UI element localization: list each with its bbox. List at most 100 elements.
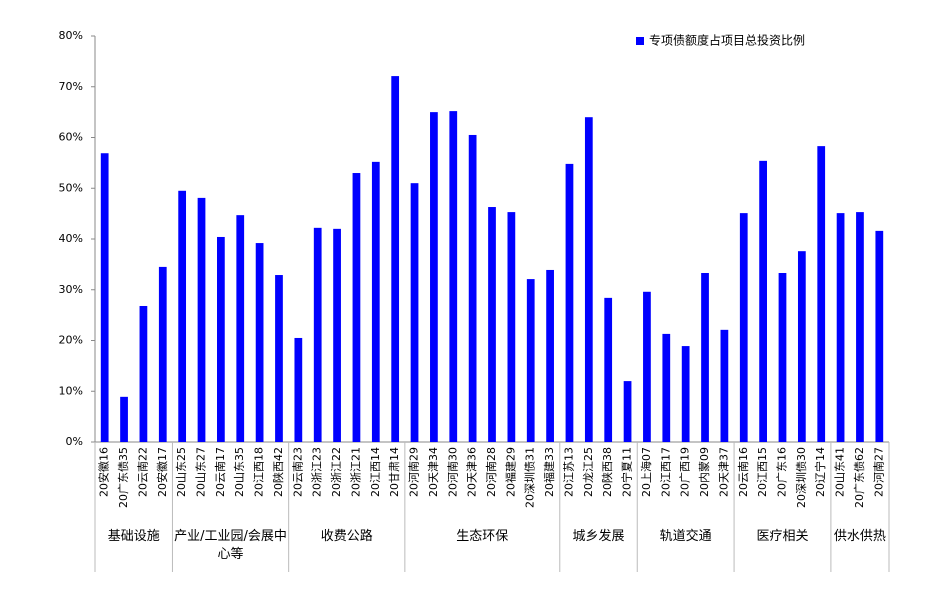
bar xyxy=(875,230,884,442)
bar xyxy=(430,112,438,442)
bar xyxy=(643,291,651,442)
bar xyxy=(333,228,341,442)
legend-swatch xyxy=(636,37,644,45)
bar xyxy=(275,275,283,442)
x-tick-label: 20江西18 xyxy=(253,447,266,497)
x-tick-label: 20福建33 xyxy=(542,447,556,497)
x-tick-label: 20河南29 xyxy=(408,447,421,497)
x-tick-label: 20云南23 xyxy=(291,447,304,497)
legend-label: 专项债额度占项目总投资比例 xyxy=(649,33,805,48)
x-tick-label: 20陕西38 xyxy=(600,447,614,497)
x-tick-label: 20安徽16 xyxy=(97,447,111,497)
x-tick-label: 20山东35 xyxy=(233,447,246,497)
bar xyxy=(720,329,729,442)
x-tick-label: 20云南22 xyxy=(136,447,149,497)
bar xyxy=(681,346,690,442)
x-tick-label: 20广东债62 xyxy=(852,447,866,508)
x-tick-label: 20浙江22 xyxy=(330,447,343,497)
x-tick-label: 20深圳债30 xyxy=(794,447,808,508)
bar xyxy=(197,197,206,442)
x-tick-label: 20内蒙09 xyxy=(697,447,711,497)
x-tick-label: 20天津34 xyxy=(427,447,440,497)
x-tick-label: 20深圳债31 xyxy=(523,447,537,508)
bar xyxy=(255,243,264,442)
x-tick-label: 20浙江23 xyxy=(311,447,324,497)
x-tick-label: 20天津36 xyxy=(466,447,479,497)
bar xyxy=(604,297,613,442)
x-tick-label: 20河南27 xyxy=(872,447,885,497)
bar xyxy=(778,273,787,442)
bar xyxy=(623,381,632,442)
bar xyxy=(139,305,148,442)
group-label: 收费公路 xyxy=(320,529,373,544)
group-label: 轨道交通 xyxy=(659,529,712,544)
x-tick-label: 20天津37 xyxy=(717,447,730,497)
bar xyxy=(120,396,128,442)
x-tick-label: 20河南28 xyxy=(485,447,498,497)
group-label: 供水供热 xyxy=(833,529,886,544)
x-tick-label: 20山东41 xyxy=(834,447,847,497)
x-tick-label: 20上海07 xyxy=(639,447,653,497)
x-tick-label: 20龙江25 xyxy=(582,447,595,497)
bar xyxy=(856,212,864,442)
x-tick-label: 20福建29 xyxy=(503,447,517,497)
bar xyxy=(759,160,767,442)
x-tick-label: 20江西14 xyxy=(369,447,382,497)
bar xyxy=(526,279,535,442)
bar xyxy=(836,213,845,442)
x-tick-label: 20江苏13 xyxy=(562,447,575,497)
x-tick-label: 20广东16 xyxy=(775,447,788,497)
y-tick-label: 80% xyxy=(59,29,83,42)
y-tick-label: 70% xyxy=(59,80,83,93)
x-tick-label: 20云南17 xyxy=(214,447,227,497)
group-label: 基础设施 xyxy=(107,529,160,544)
x-tick-label: 20宁夏11 xyxy=(620,447,634,497)
bar xyxy=(371,161,380,443)
y-tick-label: 10% xyxy=(59,384,83,397)
x-tick-label: 20浙江21 xyxy=(349,447,362,497)
y-tick-label: 30% xyxy=(59,283,83,296)
bar xyxy=(584,117,593,442)
bar xyxy=(217,236,225,442)
x-tick-label: 20广西19 xyxy=(679,447,692,497)
x-tick-label: 20陕西42 xyxy=(271,447,285,497)
group-label: 医疗相关 xyxy=(756,529,809,544)
y-tick-label: 40% xyxy=(59,232,83,245)
bar xyxy=(410,183,419,443)
bar xyxy=(507,212,516,442)
y-tick-label: 20% xyxy=(59,334,83,347)
bar xyxy=(178,190,187,442)
x-tick-label: 20甘肃14 xyxy=(388,447,401,497)
bar xyxy=(294,337,303,442)
x-tick-label: 20安徽17 xyxy=(155,447,169,497)
bar xyxy=(100,153,109,443)
bar xyxy=(158,266,167,442)
x-tick-label: 20山东27 xyxy=(195,447,208,497)
bar xyxy=(701,273,709,442)
y-tick-label: 50% xyxy=(59,181,83,194)
x-tick-label: 20江西17 xyxy=(659,447,672,497)
group-label: 生态环保 xyxy=(456,529,509,544)
y-tick-label: 0% xyxy=(66,435,83,448)
bar xyxy=(546,269,554,442)
x-tick-label: 20江西15 xyxy=(756,447,769,497)
bar xyxy=(817,146,826,442)
x-tick-label: 20广东债35 xyxy=(116,447,130,508)
x-tick-label: 20河南30 xyxy=(446,447,459,497)
bar xyxy=(468,134,477,442)
group-label: 产业/工业园/会展中心等 xyxy=(174,529,287,562)
bar xyxy=(565,163,574,442)
bar xyxy=(797,251,806,442)
bar xyxy=(391,76,400,442)
bar xyxy=(313,227,322,442)
bar xyxy=(662,333,671,442)
bar xyxy=(449,111,458,443)
x-tick-label: 20辽宁14 xyxy=(813,447,827,497)
bar xyxy=(488,207,496,442)
x-tick-label: 20山东25 xyxy=(175,447,188,497)
bar xyxy=(739,213,748,442)
y-tick-label: 60% xyxy=(59,131,83,144)
bar xyxy=(352,173,361,442)
